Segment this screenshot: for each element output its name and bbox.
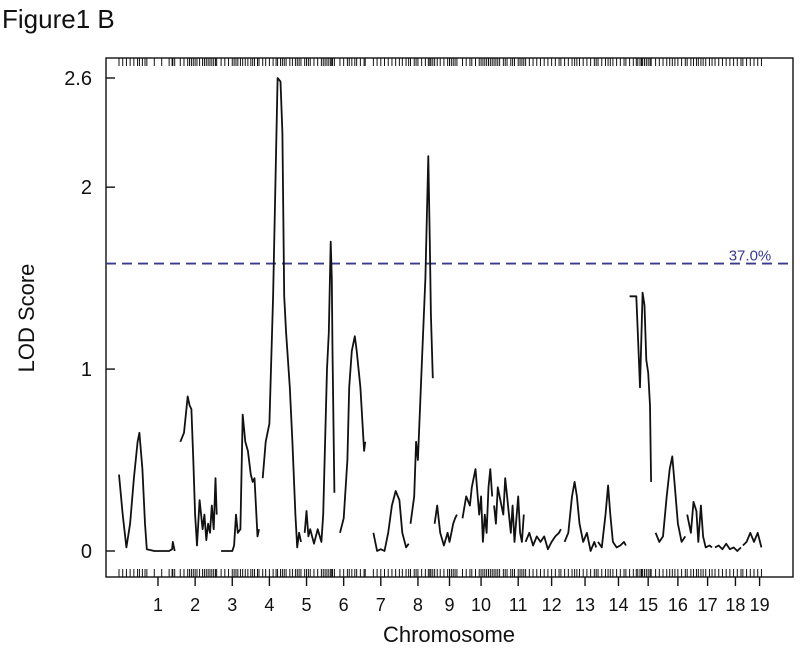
x-tick-label-chr-16: 16 xyxy=(668,595,688,615)
x-tick-label-chr-4: 4 xyxy=(264,595,274,615)
lod-line-chr-7 xyxy=(372,490,410,552)
y-axis-title: LOD Score xyxy=(14,264,39,373)
lod-line-chr-12 xyxy=(524,528,562,551)
lod-line-chr-5 xyxy=(303,240,336,545)
lod-series-group xyxy=(118,77,763,552)
lod-line-chr-3 xyxy=(221,413,260,552)
lod-line-chr-10 xyxy=(461,468,494,543)
x-tick-label-chr-3: 3 xyxy=(227,595,237,615)
x-tick-label-chr-12: 12 xyxy=(542,595,562,615)
threshold-label: 37.0% xyxy=(729,248,772,265)
lod-line-chr-13 xyxy=(563,481,598,552)
x-tick-label-chr-13: 13 xyxy=(575,595,595,615)
y-axis: 0 1 2 2.6 xyxy=(64,68,115,563)
x-tick-label-chr-18: 18 xyxy=(725,595,745,615)
lod-line-chr-9 xyxy=(433,504,458,547)
y-tick-label: 1 xyxy=(81,359,92,381)
x-tick-label-chr-10: 10 xyxy=(471,595,491,615)
lod-line-chr-14 xyxy=(597,484,627,549)
x-tick-label-chr-11: 11 xyxy=(509,595,528,615)
x-tick-label-chr-9: 9 xyxy=(444,595,454,615)
marker-rug xyxy=(118,58,762,577)
x-tick-label-chr-8: 8 xyxy=(413,595,423,615)
figure-label: Figure1 B xyxy=(2,4,115,34)
x-tick-label-chr-19: 19 xyxy=(750,595,770,615)
x-tick-label-chr-2: 2 xyxy=(190,595,200,615)
lod-line-chr-17 xyxy=(686,501,713,549)
y-tick-label: 2 xyxy=(81,177,92,199)
x-axis-title: Chromosome xyxy=(383,622,515,647)
lod-line-chr-2 xyxy=(179,395,218,547)
lod-line-chr-18 xyxy=(714,542,742,552)
lod-line-chr-19 xyxy=(742,531,763,548)
plot-frame xyxy=(105,57,794,578)
lod-line-chr-4 xyxy=(261,77,302,549)
y-tick-label: 0 xyxy=(81,541,92,563)
x-tick-label-chr-14: 14 xyxy=(608,595,628,615)
lod-line-chr-1 xyxy=(118,431,176,552)
x-tick-label-chr-7: 7 xyxy=(376,595,386,615)
x-tick-label-chr-17: 17 xyxy=(698,595,718,615)
lod-line-chr-16 xyxy=(654,455,687,543)
x-tick-label-chr-5: 5 xyxy=(302,595,312,615)
lod-line-chr-11 xyxy=(493,477,525,543)
x-tick-label-chr-6: 6 xyxy=(339,595,349,615)
x-tick-label-chr-1: 1 xyxy=(153,595,163,615)
lod-line-chr-8 xyxy=(409,155,434,524)
lod-line-chr-6 xyxy=(339,335,367,534)
y-tick-label: 2.6 xyxy=(64,68,92,90)
x-tick-label-chr-15: 15 xyxy=(638,595,658,615)
x-axis: 1 2 3 4 5 6 7 8 9 10 11 12 13 14 15 16 17 18 19 xyxy=(153,577,770,615)
lod-line-chr-15 xyxy=(629,291,652,482)
